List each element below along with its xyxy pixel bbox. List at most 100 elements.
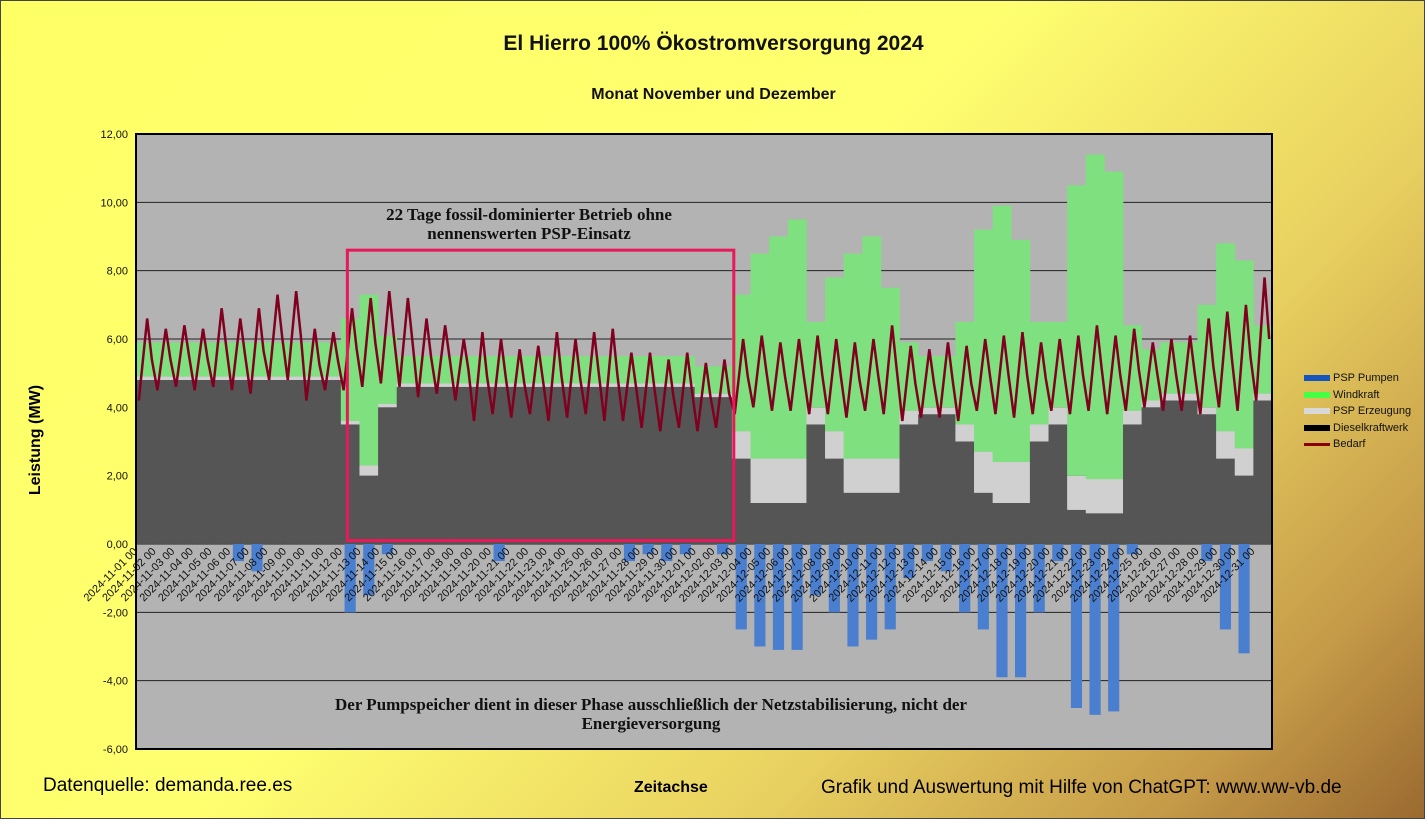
bar-psp-erzeugung <box>601 383 621 387</box>
bar-psp-erzeugung <box>210 376 230 380</box>
bar-psp-erzeugung <box>1197 407 1217 415</box>
bar-diesel <box>899 424 919 544</box>
bar-psp-pumpen <box>810 544 822 596</box>
bar-psp-erzeugung <box>862 458 882 493</box>
bar-psp-erzeugung <box>825 431 844 459</box>
bar-psp-erzeugung <box>955 424 975 442</box>
bar-psp-erzeugung <box>136 376 155 380</box>
bar-diesel <box>1104 513 1124 544</box>
bar-psp-erzeugung <box>657 383 677 387</box>
bar-psp-pumpen <box>1238 544 1250 654</box>
bar-psp-erzeugung <box>1216 431 1236 459</box>
credit-text: Grafik und Auswertung mit Hilfe von Chat… <box>821 777 1342 798</box>
chart-title: El Hierro 100% Ökostromversorgung 2024 <box>503 32 924 55</box>
bar-psp-erzeugung <box>731 431 751 459</box>
bar-diesel <box>415 386 435 544</box>
bar-psp-erzeugung <box>527 383 547 387</box>
y-tick-label: -4,00 <box>103 676 128 688</box>
bar-psp-erzeugung <box>1104 479 1124 514</box>
bar-diesel <box>527 386 547 544</box>
bar-psp-erzeugung <box>620 383 640 387</box>
bar-psp-pumpen <box>959 544 971 613</box>
bar-psp-pumpen <box>754 544 766 647</box>
bar-psp-erzeugung <box>1160 393 1180 401</box>
y-tick-label: 12,00 <box>100 129 128 141</box>
bar-psp-pumpen <box>381 544 393 555</box>
legend-swatch <box>1304 391 1330 398</box>
bar-psp-erzeugung <box>303 376 323 380</box>
bar-diesel <box>806 424 826 544</box>
annotation-bottom-note: Energieversorgung <box>582 714 721 733</box>
legend-label: Windkraft <box>1333 388 1380 401</box>
bar-windkraft <box>1048 321 1068 408</box>
bar-psp-erzeugung <box>974 451 993 493</box>
bar-diesel <box>992 503 1012 544</box>
bar-psp-erzeugung <box>1178 393 1198 401</box>
bar-psp-pumpen <box>1126 544 1138 555</box>
y-tick-label: 10,00 <box>100 197 128 209</box>
bar-diesel <box>359 475 379 544</box>
bar-diesel <box>247 380 267 544</box>
bar-diesel <box>452 386 472 544</box>
legend-swatch <box>1304 442 1330 446</box>
bar-diesel <box>284 380 304 544</box>
bar-psp-pumpen <box>1219 544 1232 630</box>
bar-psp-erzeugung <box>936 407 956 415</box>
bar-psp-erzeugung <box>154 376 174 380</box>
bar-diesel <box>378 407 398 544</box>
bar-diesel <box>191 380 211 544</box>
bar-psp-erzeugung <box>415 383 435 387</box>
bar-diesel <box>1123 424 1142 544</box>
bar-diesel <box>1048 424 1068 544</box>
bar-psp-erzeugung <box>1253 393 1273 401</box>
bar-windkraft <box>974 229 993 452</box>
bar-psp-pumpen <box>363 544 375 596</box>
bar-psp-pumpen <box>642 544 654 555</box>
legend-swatch <box>1304 424 1330 431</box>
y-tick-label: 6,00 <box>107 334 128 346</box>
bar-diesel <box>545 386 565 544</box>
bar-psp-erzeugung <box>1067 475 1087 510</box>
legend-item: Bedarf <box>1304 438 1365 450</box>
bar-diesel <box>1085 513 1105 544</box>
bar-psp-erzeugung <box>396 383 416 387</box>
data-source: Datenquelle: demanda.ree.es <box>43 775 293 796</box>
bar-diesel <box>1216 458 1236 544</box>
bar-diesel <box>471 386 491 544</box>
bar-diesel <box>1029 441 1049 544</box>
bar-diesel <box>843 492 863 544</box>
bar-diesel <box>676 386 695 544</box>
bar-windkraft <box>1104 171 1124 480</box>
bar-psp-pumpen <box>940 544 952 572</box>
legend-item: PSP Erzeugung <box>1304 405 1411 417</box>
bar-psp-erzeugung <box>1141 400 1161 408</box>
bar-psp-pumpen <box>623 544 636 562</box>
bar-diesel <box>266 380 286 544</box>
bar-diesel <box>1011 503 1031 544</box>
bar-diesel <box>862 492 882 544</box>
line-bedarf <box>137 277 1271 432</box>
bar-diesel <box>210 380 230 544</box>
bar-psp-erzeugung <box>750 458 770 503</box>
bar-psp-erzeugung <box>266 376 286 380</box>
bar-diesel <box>713 397 733 544</box>
bar-windkraft <box>1067 185 1087 476</box>
bar-psp-pumpen <box>977 544 989 630</box>
bar-diesel <box>1234 475 1254 544</box>
bar-diesel <box>396 386 416 544</box>
bar-psp-pumpen <box>996 544 1008 678</box>
bar-windkraft <box>806 321 826 408</box>
bar-diesel <box>1178 400 1198 544</box>
bar-psp-pumpen <box>1070 544 1083 708</box>
bar-diesel <box>303 380 323 544</box>
annotation-bottom-note: Der Pumpspeicher dient in dieser Phase a… <box>335 695 967 714</box>
bar-psp-pumpen <box>344 544 356 613</box>
bar-psp-erzeugung <box>452 383 472 387</box>
bar-diesel <box>974 492 993 544</box>
bar-psp-erzeugung <box>489 383 509 387</box>
y-tick-label: -2,00 <box>103 607 128 619</box>
legend-label: PSP Erzeugung <box>1333 405 1412 417</box>
bar-psp-erzeugung <box>1029 424 1049 442</box>
bar-psp-pumpen <box>903 544 915 579</box>
bar-psp-erzeugung <box>322 376 342 380</box>
